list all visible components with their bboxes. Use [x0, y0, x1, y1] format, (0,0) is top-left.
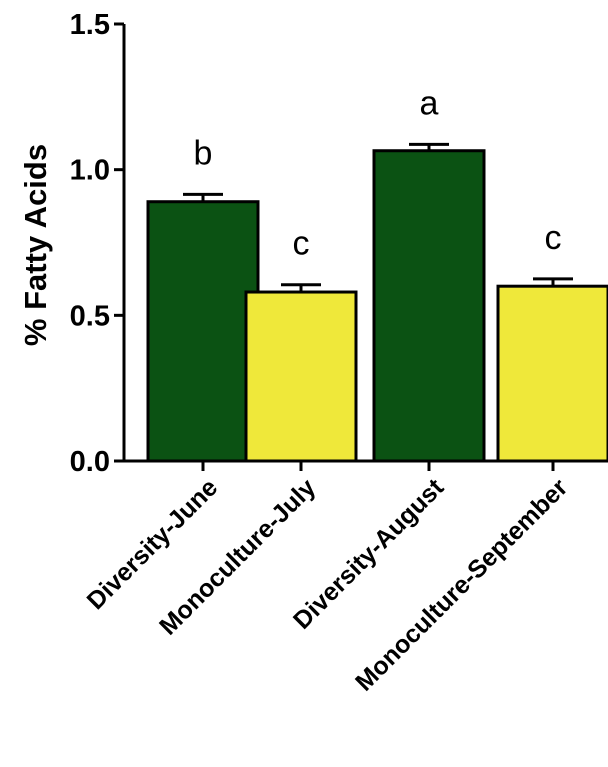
bar-2 — [244, 290, 358, 463]
bar-4 — [496, 284, 608, 463]
error-bar-4 — [533, 277, 573, 287]
x-category-labels-layer: Diversity-JuneMonoculture-JulyDiversity-… — [82, 461, 573, 697]
x-category-label-4: Monoculture-September — [350, 473, 573, 696]
significance-letter-2: c — [293, 225, 310, 263]
bar-1 — [146, 200, 260, 463]
significance-letters-layer: b c a c — [194, 84, 562, 262]
significance-letter-4: c — [545, 219, 562, 257]
error-bar-3 — [409, 142, 449, 151]
y-tick-label-1: 0.0 — [70, 446, 110, 478]
significance-letter-3: a — [420, 84, 439, 122]
y-tick-label-4: 1.5 — [70, 9, 110, 41]
y-axis-title: % Fatty Acids — [18, 144, 53, 346]
y-tick-label-2: 0.5 — [70, 300, 110, 332]
bars-layer — [146, 149, 608, 463]
error-bar-1 — [183, 192, 223, 202]
bar-3 — [372, 149, 486, 463]
significance-letter-1: b — [194, 134, 213, 172]
error-bars-layer — [183, 142, 573, 293]
error-bar-2 — [281, 283, 321, 293]
y-ticks-layer: 0.0 0.5 1.0 1.5 — [70, 9, 124, 478]
y-tick-label-3: 1.0 — [70, 155, 110, 187]
